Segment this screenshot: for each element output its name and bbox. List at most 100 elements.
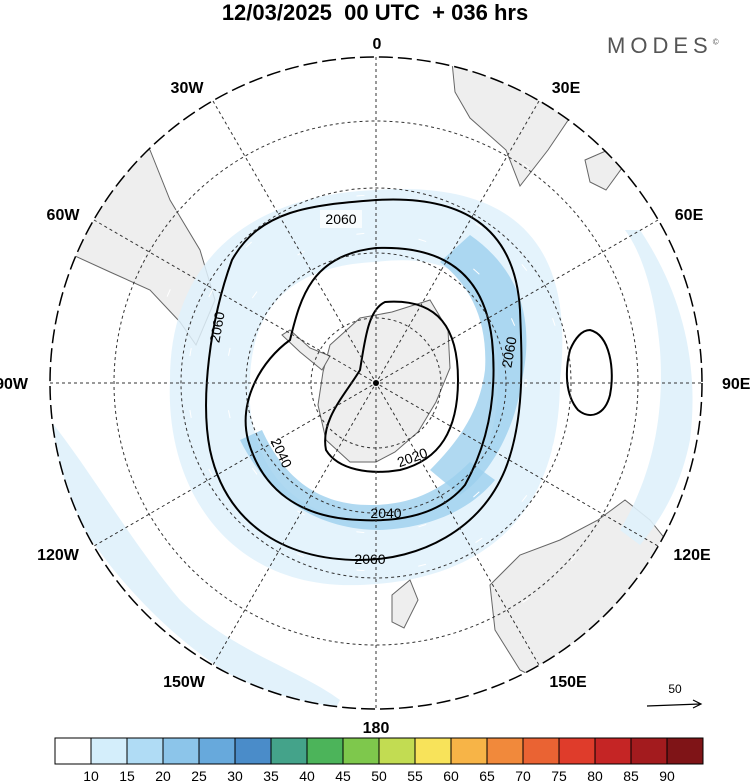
legend-swatch [126,737,164,765]
wind-arrow [251,291,258,299]
meridian-label-120w: 120W [37,547,80,564]
wind-arrow [175,554,182,562]
wind-arrow [208,468,214,477]
wind-arrow [475,537,483,543]
wind-arrow [222,163,230,169]
contour-label: 2040 [370,505,401,521]
contour-2060 [205,198,523,562]
legend-label: 80 [587,768,603,782]
wind-arrow [418,238,427,243]
legend-label: 85 [623,768,639,782]
wind-arrow [296,594,305,598]
wind-arrow [526,214,534,221]
meridian-label-60e: 60E [675,207,704,224]
wind-arrow [189,409,192,418]
legend-label: 20 [155,768,171,782]
legend-label: 30 [227,768,243,782]
wind-band-indian [620,230,693,545]
land-new-zealand [391,579,419,629]
wind-arrow [552,440,556,448]
legend-label: 40 [299,768,315,782]
wind-arrow [570,204,577,212]
legend-swatch [486,737,524,765]
wind-arrow [208,289,214,298]
wind-arrow [418,563,427,567]
legend-swatch [630,737,668,765]
wind-arrow [510,318,516,326]
wind-arrow [566,496,572,505]
wind-arrow [118,315,122,324]
legend-swatch [90,737,128,765]
wind-arrow [245,241,252,248]
wind-arrow [607,501,613,510]
meridian-label-30e: 30E [552,80,581,97]
legend-label: 45 [335,768,351,782]
wind-arrow [189,348,192,357]
wind-arrow [473,268,480,275]
contour-2020 [324,300,460,473]
map-boundary [49,56,703,710]
legend-swatch [378,737,416,765]
wind-arrow [340,644,349,647]
reference-arrow [646,703,701,707]
wind-arrow [476,180,484,185]
legend-label: 70 [515,768,531,782]
wind-arrow [476,581,484,586]
reference-vector-label: 50 [668,682,682,696]
legend-label: 65 [479,768,495,782]
wind-arrow [296,553,305,558]
legend-swatch [594,737,632,765]
legend-swatch [306,737,344,765]
meridian-label-120e: 120E [673,547,711,564]
land-madagascar [584,149,623,191]
wind-arrow [465,134,474,139]
brand-name: MODES [607,33,713,58]
wind-arrow [521,264,528,271]
wind-arrow [630,442,634,451]
contour-label: 2060 [206,310,227,344]
wind-arrow [166,289,171,297]
wind-arrow [552,318,556,326]
wind-arrow [197,522,204,530]
map-disc [50,57,693,709]
wind-arrow [630,315,634,324]
wind-band-core [240,430,495,530]
wind-arrow [526,545,534,552]
wind-arrow [566,261,572,270]
wind-arrow [227,347,231,356]
wind-arrow [356,569,365,572]
legend-label: 50 [371,768,387,782]
reference-vector: 50 [646,682,703,709]
legend-label: 90 [659,768,675,782]
legend-swatch [198,737,236,765]
contour-label: 2060 [354,551,385,567]
legend-swatch [414,737,452,765]
meridian-label-150e: 150E [549,674,587,691]
wind-arrow [222,597,230,603]
meridian-label-30w: 30W [171,80,205,97]
land-australia [489,499,691,691]
wind-arrow [570,554,577,562]
legend-swatch [666,737,704,765]
legend-swatch [522,737,560,765]
wind-arrow [465,627,474,632]
wind-band-inner [430,235,527,495]
wind-arrow [251,467,258,475]
south-pole-dot [373,380,379,386]
wind-arrow [356,156,365,159]
wind-arrow [473,491,480,498]
wind-arrow [521,495,528,502]
meridian-label-90w: 90W [0,376,29,393]
wind-arrow [175,204,182,212]
wind-arrow [403,119,412,122]
legend-swatch [342,737,380,765]
wind-arrow [607,256,613,265]
legend-swatch [162,737,200,765]
contour-2060-small [565,328,613,416]
legend-label: 60 [443,768,459,782]
brand-logo: MODES© [607,33,719,59]
meridian-label-0: 0 [373,36,382,53]
wind-arrow [356,232,365,235]
legend-label: 10 [83,768,99,782]
